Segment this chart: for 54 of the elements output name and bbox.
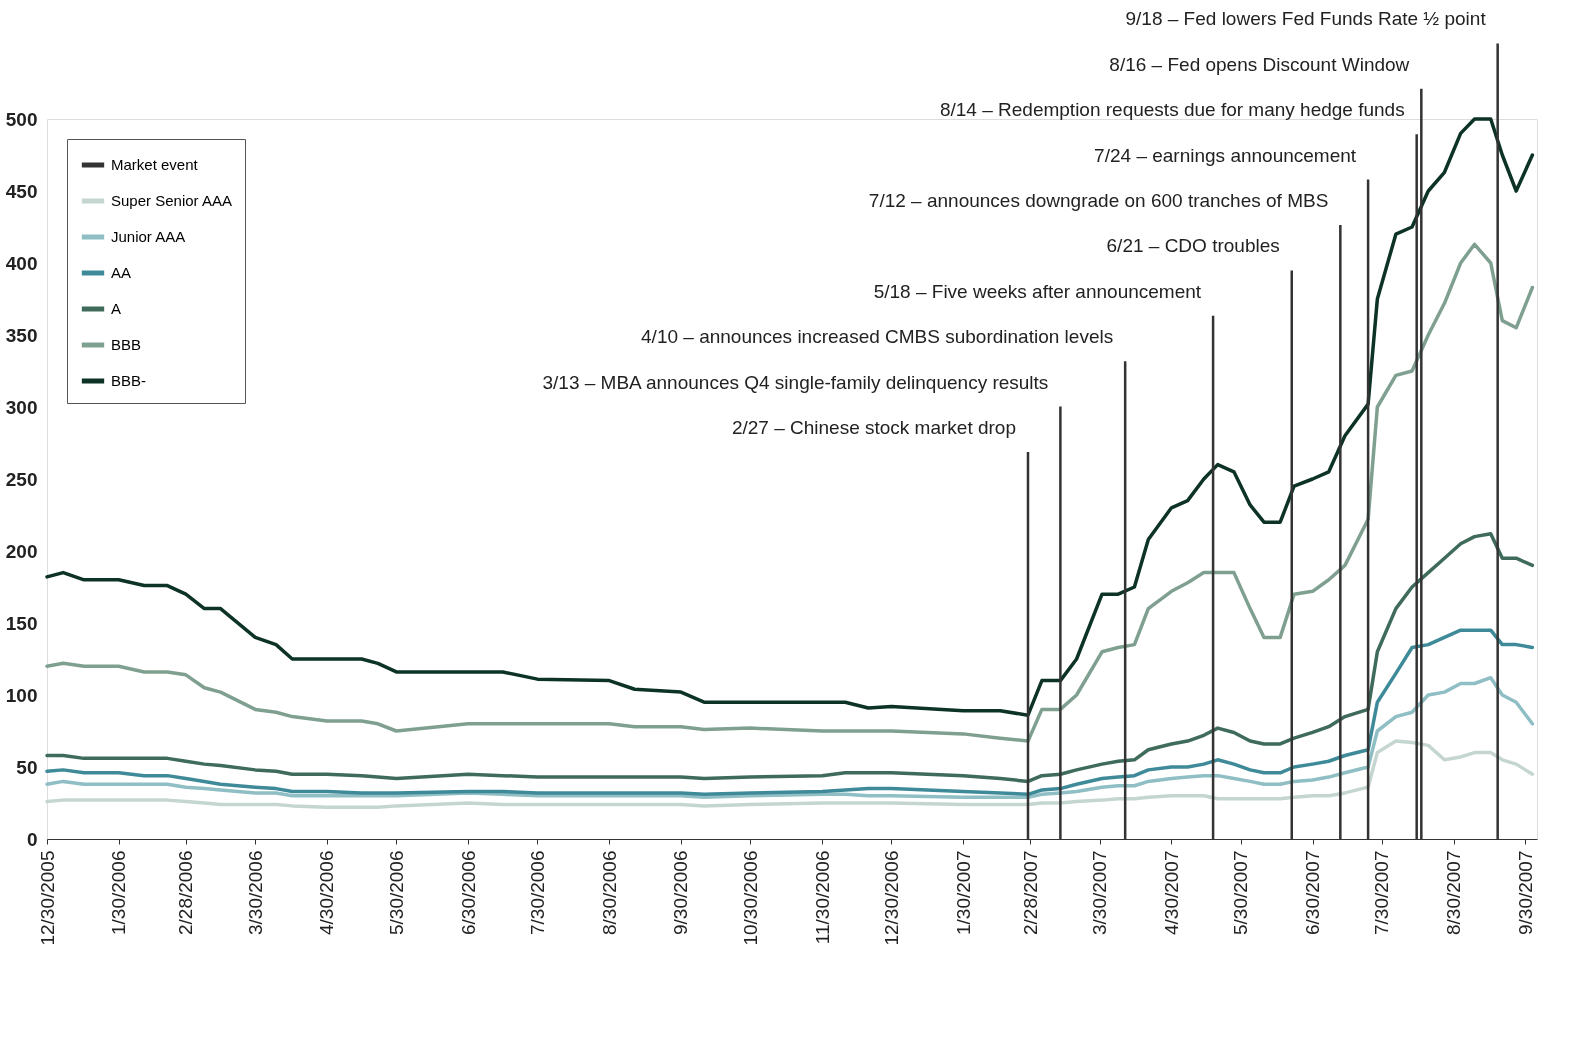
x-tick-label: 2/28/2007 [1019, 850, 1041, 936]
x-tick-label: 10/30/2006 [739, 850, 761, 946]
x-tick-label: 4/30/2006 [316, 850, 338, 936]
x-tick-label: 7/30/2006 [527, 850, 548, 936]
legend-label: AA [111, 264, 132, 281]
x-tick-label: 9/30/2006 [670, 850, 692, 936]
x-tick-label: 7/30/2007 [1371, 850, 1393, 936]
x-tick-label: 11/30/2006 [811, 850, 833, 945]
legend-label: Junior AAA [111, 228, 186, 245]
x-tick-label: 4/30/2007 [1160, 850, 1182, 936]
y-tick-label: 500 [5, 108, 38, 130]
line-series [45, 739, 1535, 810]
x-tick-label: 6/30/2006 [457, 850, 479, 936]
ref-line-label: 3/13 – MBA announces Q4 single-family delinquency results [542, 371, 1049, 393]
x-tick-label: 1/30/2006 [108, 850, 130, 936]
ref-line-label: 8/14 – Redemption requests due for many hedge funds [939, 99, 1405, 121]
line-series [45, 531, 1535, 784]
line-series [45, 675, 1535, 799]
y-tick-label: 150 [5, 612, 38, 634]
y-tick-label: 300 [5, 396, 38, 418]
ref-line-label: 5/18 – Five weeks after announcement [873, 280, 1202, 302]
y-tick-label: 200 [5, 540, 38, 562]
ref-line-label: 6/21 – CDO troubles [1106, 235, 1280, 257]
legend-label: Super Senior AAA [111, 192, 232, 209]
x-tick-label: 1/30/2007 [952, 850, 974, 936]
y-tick-label: 0 [26, 828, 38, 850]
ref-line-label: 4/10 – announces increased CMBS subordination levels [641, 326, 1114, 348]
y-tick-label: 100 [5, 684, 38, 706]
y-tick-label: 50 [16, 756, 38, 778]
x-tick-label: 6/30/2007 [1302, 850, 1324, 936]
line-series [45, 628, 1535, 797]
ref-line-label: 2/27 – Chinese stock market drop [731, 417, 1016, 438]
annotation: Market event [111, 156, 199, 173]
ref-line-label: 9/18 – Fed lowers Fed Funds Rate ½ point [1125, 8, 1487, 30]
x-tick-label: 5/30/2006 [385, 850, 407, 936]
ref-line-label: 7/12 – announces downgrade on 600 tranches of MBS [868, 190, 1329, 211]
ref-line-label: 7/24 – earnings announcement [1094, 144, 1357, 166]
legend-label: A [111, 300, 122, 317]
x-tick-label: 12/30/2005 [36, 850, 58, 946]
legend-label: BBB [111, 336, 142, 353]
x-tick-label: 9/30/2007 [1514, 850, 1536, 936]
x-tick-label: 3/30/2006 [244, 850, 266, 936]
x-tick-label: 12/30/2006 [880, 850, 902, 946]
y-tick-label: 400 [5, 252, 38, 274]
y-tick-label: 450 [5, 180, 38, 202]
x-tick-label: 8/30/2007 [1443, 850, 1465, 936]
y-tick-label: 250 [5, 468, 38, 490]
x-tick-label: 5/30/2007 [1230, 850, 1252, 936]
y-tick-label: 350 [5, 324, 38, 346]
legend-label: BBB- [111, 372, 147, 389]
x-tick-label: 3/30/2007 [1089, 850, 1111, 936]
x-tick-label: 8/30/2006 [598, 850, 620, 936]
x-tick-label: 2/28/2006 [175, 850, 197, 936]
ref-line-label: 8/16 – Fed opens Discount Window [1109, 53, 1410, 75]
